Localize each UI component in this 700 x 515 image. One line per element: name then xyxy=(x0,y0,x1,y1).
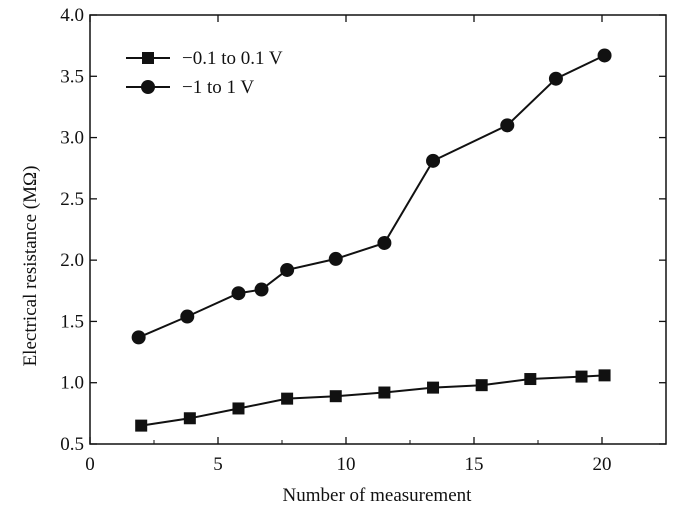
legend: −0.1 to 0.1 V −1 to 1 V xyxy=(126,48,283,98)
data-point-square xyxy=(281,392,294,405)
series-2 xyxy=(131,48,612,345)
legend-label: −1 to 1 V xyxy=(182,77,254,98)
data-point-circle xyxy=(377,235,392,250)
series-1 xyxy=(135,369,611,432)
y-axis-label: Electrical resistance (MΩ) xyxy=(20,166,41,367)
y-tick-label: 2.0 xyxy=(60,250,84,271)
x-tick-label: 15 xyxy=(465,454,484,475)
y-tick-label: 1.5 xyxy=(60,311,84,332)
x-axis-label: Number of measurement xyxy=(283,485,473,506)
data-point-square xyxy=(183,412,196,425)
x-tick-label: 10 xyxy=(337,454,356,475)
y-axis: 0.5 1.0 1.5 2.0 2.5 3.0 3.5 4.0 xyxy=(60,5,666,455)
data-point-circle xyxy=(328,251,343,266)
data-point-circle xyxy=(180,309,195,324)
data-point-square xyxy=(598,369,611,382)
x-tick-label: 20 xyxy=(593,454,612,475)
data-point-square xyxy=(524,373,537,386)
data-point-square xyxy=(378,386,391,399)
data-point-circle xyxy=(131,330,146,345)
data-point-circle xyxy=(597,48,612,63)
x-tick-label: 0 xyxy=(85,454,95,475)
data-point-square xyxy=(232,402,245,415)
series-layer xyxy=(131,48,612,432)
data-point-circle xyxy=(231,286,246,301)
data-point-square xyxy=(135,419,148,432)
data-point-circle xyxy=(280,262,295,277)
data-point-circle xyxy=(548,71,563,86)
y-tick-label: 1.0 xyxy=(60,373,84,394)
legend-circle-marker xyxy=(141,80,155,94)
legend-item: −0.1 to 0.1 V xyxy=(126,48,283,69)
plot-frame xyxy=(89,14,667,445)
y-tick-label: 0.5 xyxy=(60,434,84,455)
y-tick-label: 2.5 xyxy=(60,189,84,210)
data-point-circle xyxy=(500,118,515,133)
data-point-circle xyxy=(254,282,269,297)
data-point-square xyxy=(475,379,488,392)
x-axis: 0 5 10 15 20 xyxy=(85,15,667,475)
y-tick-label: 3.0 xyxy=(60,128,84,149)
data-point-circle xyxy=(426,153,441,168)
x-tick-label: 5 xyxy=(213,454,223,475)
plot-area xyxy=(89,14,667,445)
y-tick-label: 3.5 xyxy=(60,66,84,87)
legend-label: −0.1 to 0.1 V xyxy=(182,48,283,69)
data-point-square xyxy=(575,370,588,383)
data-point-square xyxy=(329,390,342,403)
legend-square-marker xyxy=(142,52,154,64)
legend-item: −1 to 1 V xyxy=(126,77,254,98)
y-tick-label: 4.0 xyxy=(60,5,84,26)
data-point-square xyxy=(427,381,440,394)
